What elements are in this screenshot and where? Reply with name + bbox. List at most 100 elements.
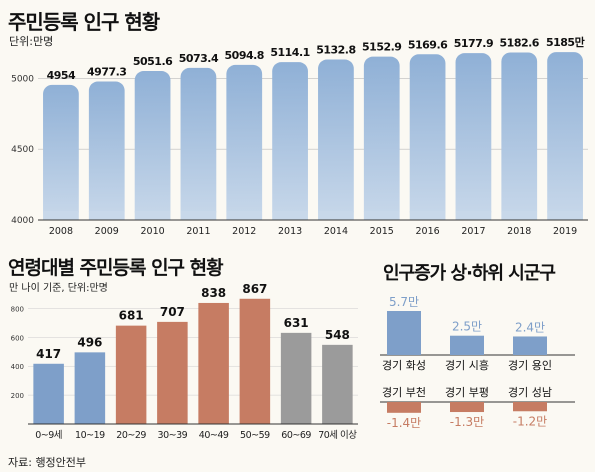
chart2-bar xyxy=(322,344,353,424)
chart2-bar xyxy=(280,332,312,424)
chart3-value-label: -1.4만 xyxy=(387,416,421,430)
chart1-value-label: 5185만 xyxy=(546,35,585,49)
chart2-title: 연령대별 주민등록 인구 현황 xyxy=(8,257,224,279)
chart2-bar xyxy=(198,302,229,424)
chart2-bar xyxy=(157,321,188,424)
chart1-title: 주민등록 인구 현황 xyxy=(8,10,160,34)
chart3-value-label: 2.5만 xyxy=(452,320,482,334)
chart2-xtick: 50~59 xyxy=(240,430,270,441)
chart1-bar-base xyxy=(318,211,354,220)
chart1-xtick: 2013 xyxy=(278,226,302,237)
chart2-xtick: 10~19 xyxy=(75,430,105,441)
chart2-xtick: 60~69 xyxy=(281,430,311,441)
chart2-bar xyxy=(33,363,64,424)
chart3-region-label: 경기 용인 xyxy=(508,359,552,372)
chart1-bar-base xyxy=(272,211,308,220)
chart1-ytick: 5000 xyxy=(11,74,34,84)
chart2-value-label: 707 xyxy=(160,305,185,319)
chart1-xtick: 2017 xyxy=(461,226,485,237)
chart1-xtick: 2012 xyxy=(232,226,256,237)
chart3-bar-increase xyxy=(450,335,484,355)
chart2-ytick: 200 xyxy=(11,392,24,400)
chart1-bar xyxy=(455,53,492,221)
chart1-bar-base xyxy=(409,211,446,220)
chart1-ytick: 4000 xyxy=(11,216,34,226)
chart1-bar xyxy=(180,67,217,220)
chart1-value-label: 5114.1 xyxy=(270,46,309,59)
chart1-ytick: 4500 xyxy=(11,145,34,155)
chart1-bar xyxy=(318,59,354,220)
chart2-ytick: 800 xyxy=(11,305,24,313)
chart1-xtick: 2019 xyxy=(553,226,577,237)
chart2-value-label: 548 xyxy=(325,328,350,342)
chart1-bar-base xyxy=(43,211,79,220)
chart1-xtick: 2016 xyxy=(415,226,439,237)
chart1-xtick: 2014 xyxy=(324,226,348,237)
chart3-bar-increase xyxy=(387,311,421,355)
chart1-bar-base xyxy=(455,211,492,220)
chart1-bar-base xyxy=(226,211,263,220)
chart2-xtick: 70세 이상 xyxy=(318,430,357,441)
chart1-value-label: 5182.6 xyxy=(500,36,540,49)
chart1-bar xyxy=(43,84,79,220)
chart2-bar xyxy=(239,298,271,424)
chart3-bar-increase xyxy=(513,336,547,355)
chart1-value-label: 5094.8 xyxy=(225,49,264,62)
chart1-xtick: 2011 xyxy=(186,226,210,237)
chart2-xtick: 20~29 xyxy=(116,430,146,441)
chart3-region-label: 경기 시흥 xyxy=(445,358,489,372)
chart2-xtick: 0~9세 xyxy=(35,430,62,441)
chart1-xtick: 2015 xyxy=(370,226,394,237)
chart1-bar xyxy=(88,81,125,220)
chart1-bar xyxy=(272,62,308,221)
chart1-bar-base xyxy=(88,211,125,220)
chart2-value-label: 838 xyxy=(201,286,226,300)
chart1-unit: 단위:만명 xyxy=(9,35,54,48)
chart3-bar-decrease xyxy=(513,402,547,412)
chart1-xtick: 2018 xyxy=(507,226,531,237)
chart1-value-label: 5051.6 xyxy=(133,55,173,68)
chart2-bar xyxy=(74,352,106,424)
chart2-xtick: 40~49 xyxy=(199,430,229,441)
chart1-bar xyxy=(363,56,400,220)
chart2-ytick: 400 xyxy=(11,363,24,371)
chart1-bar xyxy=(501,52,538,221)
chart2-value-label: 417 xyxy=(36,347,61,361)
chart2-value-label: 631 xyxy=(284,316,309,330)
chart1-bar xyxy=(226,64,263,220)
chart1-bar-base xyxy=(180,211,217,220)
chart1-xtick: 2009 xyxy=(95,226,119,237)
chart3-value-label: 5.7만 xyxy=(389,295,419,309)
chart1-value-label: 5073.4 xyxy=(179,52,219,65)
chart1-value-label: 4954 xyxy=(47,69,76,82)
chart1-bar-base xyxy=(547,211,583,220)
chart1-bar xyxy=(547,52,583,220)
chart2-value-label: 867 xyxy=(242,282,267,296)
chart3-value-label: -1.2만 xyxy=(513,414,547,428)
chart1-value-label: 5177.9 xyxy=(454,37,493,50)
chart1-bar xyxy=(409,54,446,220)
chart3-value-label: 2.4만 xyxy=(515,320,545,334)
chart2-value-label: 681 xyxy=(119,309,144,323)
chart2-value-label: 496 xyxy=(77,335,102,349)
chart3-region-label: 경기 부천 xyxy=(382,385,426,399)
chart1-value-label: 5169.6 xyxy=(408,38,448,51)
chart3-title: 인구증가 상·하위 시군구 xyxy=(383,263,556,284)
chart1-bar-base xyxy=(501,211,538,220)
chart1-xtick: 2010 xyxy=(140,226,164,237)
chart3-region-label: 경기 화성 xyxy=(382,359,426,372)
chart2-ytick: 600 xyxy=(11,334,24,342)
chart3-region-label: 경기 부평 xyxy=(445,386,489,399)
chart1-value-label: 5152.9 xyxy=(362,41,401,54)
chart1-xtick: 2008 xyxy=(49,226,73,237)
chart1-value-label: 4977.3 xyxy=(87,66,126,79)
chart1-bar-base xyxy=(363,211,400,220)
chart3-region-label: 경기 성남 xyxy=(508,386,552,399)
chart2-bar xyxy=(115,325,147,424)
chart1-bar-base xyxy=(134,211,171,220)
chart2-xtick: 30~39 xyxy=(158,430,188,441)
chart1-bar xyxy=(134,71,171,220)
